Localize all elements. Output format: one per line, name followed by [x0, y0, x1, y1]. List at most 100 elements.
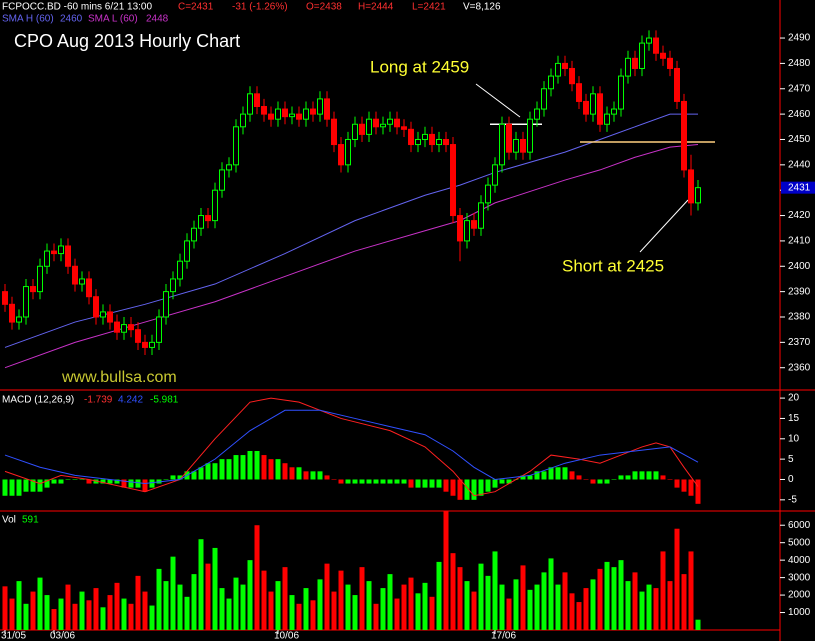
candle-body	[51, 250, 57, 255]
macd-hist	[205, 463, 211, 480]
watermark: www.bullsa.com	[61, 369, 177, 386]
volume-bar	[359, 567, 365, 630]
macd-hist	[114, 479, 120, 484]
candle-body	[534, 108, 540, 120]
y-tick-label: 5000	[788, 537, 811, 548]
volume-bar	[478, 563, 484, 630]
macd-hist	[72, 479, 78, 480]
header-change: -31 (-1.26%)	[232, 2, 288, 13]
macd-hist	[380, 479, 386, 484]
macd-hist	[394, 479, 400, 484]
volume-bar	[51, 609, 57, 630]
macd-hist	[268, 459, 274, 480]
x-tick-label: 17/06	[491, 631, 516, 641]
candle-body	[597, 93, 603, 125]
macd-hist	[471, 479, 477, 500]
volume-bar	[520, 565, 526, 630]
candle-body	[170, 278, 176, 293]
macd-hist	[2, 479, 8, 496]
volume-bar	[625, 581, 631, 630]
volume-value: 591	[22, 515, 39, 526]
volume-bar	[275, 581, 281, 630]
volume-bar	[506, 598, 512, 630]
candle-body	[611, 108, 617, 115]
volume-bar	[674, 528, 680, 630]
volume-bar	[681, 574, 687, 630]
macd-hist	[310, 471, 316, 480]
volume-bar	[688, 551, 694, 630]
macd-hist	[646, 471, 652, 480]
macd-hist	[163, 479, 169, 480]
candle-body	[2, 291, 8, 305]
volume-bar	[233, 577, 239, 630]
candle-body	[548, 75, 554, 90]
volume-bar	[450, 553, 456, 630]
y-tick-label: 2420	[788, 210, 811, 221]
y-tick-label: 2460	[788, 109, 811, 120]
macd-hist	[37, 479, 43, 492]
candle-body	[261, 106, 267, 115]
volume-bar	[240, 584, 246, 630]
candle-body	[247, 93, 253, 115]
candle-body	[667, 57, 673, 69]
volume-bar	[541, 572, 547, 630]
macd-hist	[107, 479, 113, 484]
candle-body	[107, 311, 113, 323]
macd-hist	[478, 479, 484, 496]
volume-bar	[268, 591, 274, 630]
volume-bar	[16, 581, 22, 630]
macd-hist	[135, 479, 141, 488]
macd-hist	[58, 479, 64, 484]
volume-bar	[639, 591, 645, 630]
candle-body	[156, 316, 162, 343]
macd-hist	[499, 479, 505, 484]
volume-bar	[534, 584, 540, 630]
y-tick-label: 2480	[788, 58, 811, 69]
y-tick-label: 2000	[788, 590, 811, 601]
price-marker	[781, 181, 815, 194]
volume-bar	[632, 572, 638, 630]
candle-body	[555, 62, 561, 77]
volume-bar	[555, 584, 561, 630]
price-marker-label: 2431	[788, 182, 811, 193]
volume-bar	[576, 602, 582, 630]
macd-hist	[23, 479, 29, 492]
macd-hist	[65, 479, 71, 480]
candle-body	[380, 123, 386, 128]
macd-hist	[324, 475, 330, 480]
volume-bar	[177, 584, 183, 630]
volume-bar	[30, 591, 36, 630]
candle-body	[345, 138, 351, 166]
candle-body	[471, 220, 477, 229]
candle-body	[282, 108, 288, 118]
volume-bar	[646, 584, 652, 630]
candle-body	[268, 113, 274, 120]
macd-line	[4, 397, 699, 497]
volume-bar	[401, 584, 407, 630]
y-tick-label: 6000	[788, 520, 811, 531]
candle-body	[58, 245, 64, 255]
macd-hist	[604, 479, 610, 484]
volume-bar	[485, 575, 491, 630]
volume-bar	[212, 547, 218, 630]
candle-body	[79, 278, 85, 285]
x-tick-label: 03/06	[50, 631, 75, 641]
candle-body	[541, 88, 547, 110]
macd-hist	[534, 471, 540, 480]
macd-hist	[408, 479, 414, 488]
sma-legend-value: 2460	[60, 14, 83, 25]
candle-body	[408, 128, 414, 146]
macd-hist	[317, 471, 323, 480]
macd-hist	[583, 479, 589, 480]
volume-bar	[611, 567, 617, 630]
candle-body	[324, 98, 330, 120]
candle-body	[93, 296, 99, 318]
macd-hist	[86, 479, 92, 484]
volume-bar	[618, 560, 624, 630]
volume-bar	[660, 551, 666, 630]
y-tick-label: 2410	[788, 236, 811, 247]
signal-value: 4.242	[118, 395, 143, 406]
candle-body	[72, 265, 78, 285]
volume-bar	[394, 598, 400, 630]
volume-bar	[296, 603, 302, 630]
